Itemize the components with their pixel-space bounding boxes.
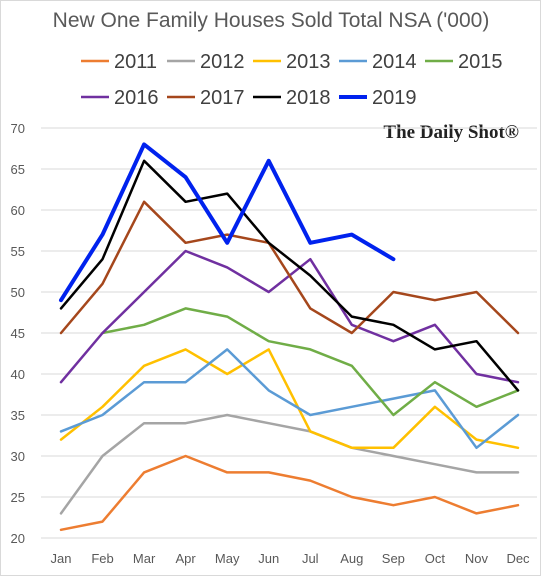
legend-label: 2018: [286, 87, 331, 109]
x-tick-label: Nov: [465, 551, 489, 566]
legend-label: 2013: [286, 51, 331, 73]
series-line-2012: [59, 413, 520, 515]
x-tick-label: Jun: [258, 551, 279, 566]
legend-item-2016: 2016: [81, 87, 159, 109]
y-tick-label: 50: [11, 285, 25, 300]
y-axis-ticks: 20 25 30 35 40 45 50 55 60 65 70: [11, 121, 25, 546]
legend-item-2018: 2018: [253, 87, 331, 109]
legend-label: 2017: [200, 87, 245, 109]
legend-item-2011: 2011: [81, 51, 157, 73]
x-tick-label: Aug: [340, 551, 363, 566]
series-line-2018: [59, 159, 520, 392]
y-tick-label: 20: [11, 531, 25, 546]
x-tick-label: Dec: [506, 551, 530, 566]
legend-item-2015: 2015: [425, 51, 503, 73]
series-line-2014: [59, 348, 520, 450]
y-tick-label: 65: [11, 162, 25, 177]
legend: 2011 2012 2013 2014 2015 2016 2017 2018 2019: [81, 51, 503, 109]
y-tick-label: 55: [11, 244, 25, 259]
x-tick-label: Jul: [302, 551, 319, 566]
x-tick-label: Jan: [51, 551, 72, 566]
x-tick-label: Mar: [133, 551, 156, 566]
x-axis-ticks: Jan Feb Mar Apr May Jun Jul Aug Sep Oct Nov Dec: [51, 551, 531, 566]
y-tick-label: 30: [11, 449, 25, 464]
legend-item-2014: 2014: [339, 51, 417, 73]
y-tick-label: 40: [11, 367, 25, 382]
legend-item-2013: 2013: [253, 51, 331, 73]
y-tick-label: 25: [11, 490, 25, 505]
watermark-logo: The Daily Shot®: [383, 122, 519, 143]
legend-item-2019: 2019: [339, 87, 417, 109]
x-tick-label: Feb: [91, 551, 113, 566]
legend-label: 2012: [200, 51, 245, 73]
series-line-2019: [59, 142, 396, 303]
series-line-2011: [59, 454, 520, 532]
series-lines: [59, 142, 520, 532]
x-tick-label: Apr: [176, 551, 197, 566]
legend-label: 2011: [114, 51, 157, 73]
series-line-2016: [59, 249, 520, 384]
legend-label: 2015: [458, 51, 503, 73]
y-tick-label: 70: [11, 121, 25, 136]
series-line-2015: [101, 307, 520, 417]
series-line-2017: [59, 200, 520, 335]
x-tick-label: Oct: [425, 551, 446, 566]
y-tick-label: 35: [11, 408, 25, 423]
legend-label: 2019: [372, 87, 417, 109]
y-tick-label: 45: [11, 326, 25, 341]
legend-item-2012: 2012: [167, 51, 245, 73]
y-tick-label: 60: [11, 203, 25, 218]
legend-label: 2016: [114, 87, 159, 109]
legend-label: 2014: [372, 51, 417, 73]
series-line-2013: [59, 348, 520, 450]
chart-title: New One Family Houses Sold Total NSA ('0…: [53, 9, 490, 32]
legend-item-2017: 2017: [167, 87, 245, 109]
x-tick-label: Sep: [382, 551, 405, 566]
x-tick-label: May: [215, 551, 240, 566]
